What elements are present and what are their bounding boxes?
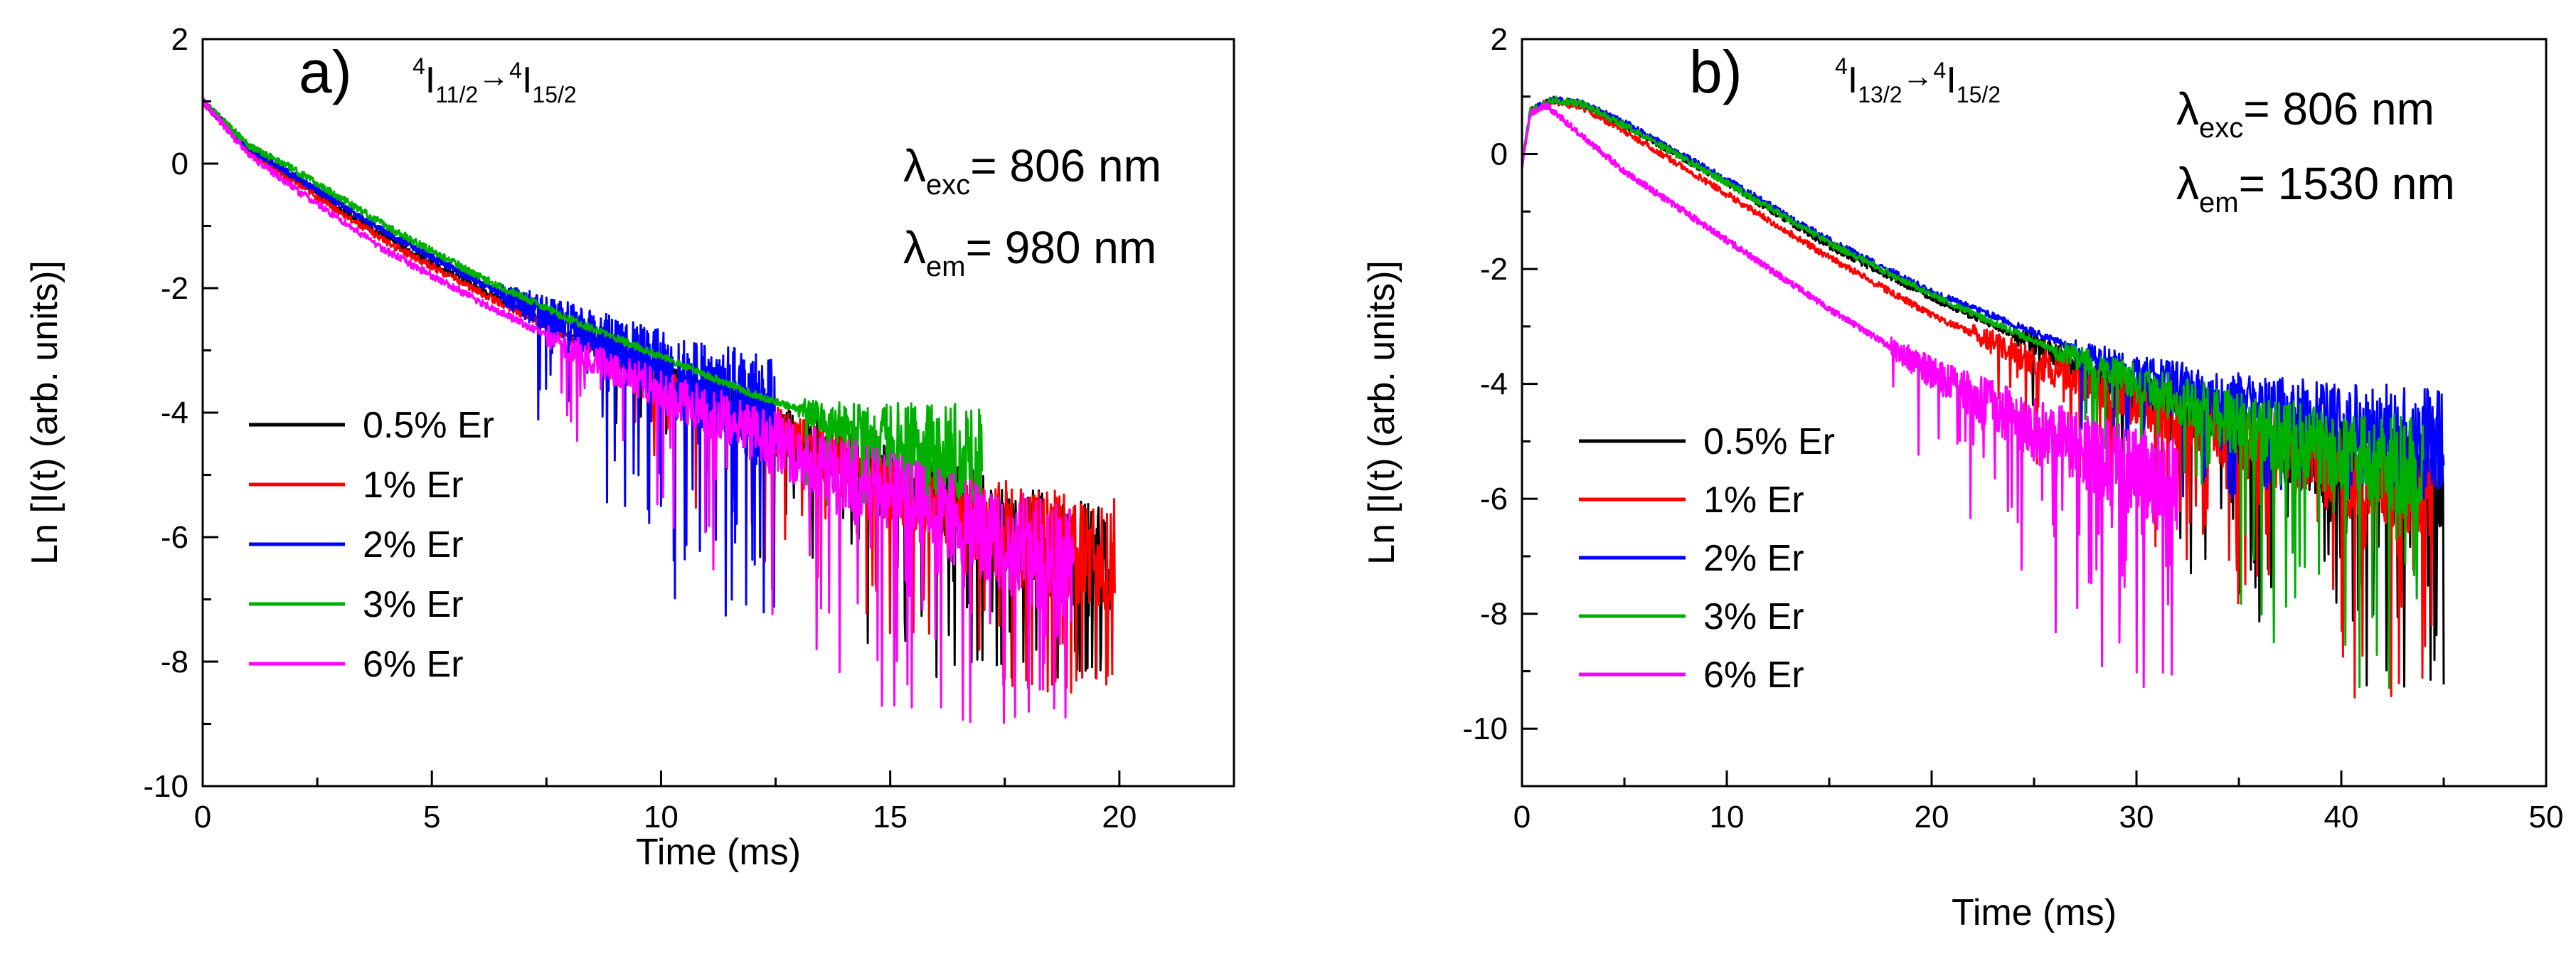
- transition-label: 4I11/2→4I15/2: [413, 53, 577, 107]
- lambda-value: = 1530 nm: [2239, 158, 2455, 209]
- series-line-3: [1522, 95, 2425, 689]
- legend: 0.5% Er 1% Er 2% Er 3% Er 6% Er: [249, 405, 494, 685]
- series-line-4: [1522, 102, 2179, 689]
- x-tick-label: 0: [1513, 800, 1531, 835]
- y-tick-label: 0: [171, 147, 188, 181]
- y-tick-label: -4: [1480, 367, 1508, 402]
- transition-arrow: →: [478, 59, 509, 94]
- lambda-value: = 806 nm: [2243, 83, 2434, 134]
- y-tick-label: -10: [1462, 711, 1508, 746]
- transition-sub: 13/2: [1858, 82, 1902, 107]
- y-tick-label: -2: [161, 271, 188, 306]
- transition-sub: 15/2: [532, 82, 576, 107]
- transition-sup: 4: [1835, 53, 1848, 79]
- transition-sup: 4: [1934, 58, 1947, 83]
- x-tick-label: 50: [2529, 800, 2564, 835]
- x-axis-title: Time (ms): [1952, 892, 2117, 933]
- x-tick-label: 0: [194, 800, 211, 835]
- series-line-2: [203, 99, 777, 617]
- x-tick-label: 20: [1915, 800, 1949, 835]
- legend-label-1: 1% Er: [1703, 480, 1804, 521]
- lambda-sub: em: [2199, 187, 2239, 218]
- y-tick-label: -2: [1480, 252, 1508, 287]
- wavelength-annotation: λexc= 806 nm: [2176, 83, 2434, 144]
- wavelength-annotation: λem= 1530 nm: [2176, 158, 2455, 218]
- panel-b-decay-chart: 0 10 20 30 40 50 -10 -8 -6 -4 -2 0 2 Time (ms) Ln [I(t…: [1361, 22, 2563, 933]
- legend: 0.5% Er 1% Er 2% Er 3% Er 6% Er: [1579, 421, 1835, 696]
- y-tick-label: 2: [171, 22, 188, 57]
- panel-label: a): [299, 38, 352, 105]
- legend-label-2: 2% Er: [1703, 538, 1804, 579]
- lambda-symbol: λ: [2176, 83, 2199, 134]
- legend-label-3: 3% Er: [363, 584, 464, 625]
- y-axis-title: Ln [I(t) (arb. units)]: [1361, 260, 1403, 565]
- legend-label-0: 0.5% Er: [1703, 421, 1835, 462]
- transition-sup: 4: [413, 53, 425, 79]
- lambda-symbol: λ: [903, 140, 926, 191]
- legend-label-1: 1% Er: [363, 465, 464, 506]
- transition-term: I: [1848, 60, 1858, 101]
- transition-sub: 11/2: [435, 82, 478, 107]
- legend-label-4: 6% Er: [1703, 655, 1804, 696]
- lambda-sub: em: [926, 251, 966, 282]
- y-axis-title: Ln [I(t) (arb. units)]: [24, 260, 65, 565]
- legend-label-3: 3% Er: [1703, 596, 1804, 637]
- plot-area: [203, 97, 1116, 724]
- y-tick-label: -4: [161, 396, 188, 430]
- y-tick-label: -8: [161, 645, 188, 679]
- legend-label-0: 0.5% Er: [363, 405, 494, 446]
- transition-term: I: [522, 60, 532, 101]
- y-tick-label: -6: [161, 520, 188, 555]
- legend-label-4: 6% Er: [363, 644, 464, 685]
- wavelength-annotation: λexc= 806 nm: [903, 140, 1161, 201]
- y-tick-label: -6: [1480, 482, 1508, 516]
- transition-arrow: →: [1902, 59, 1934, 94]
- x-tick-label: 40: [2324, 800, 2359, 835]
- transition-term: I: [425, 60, 435, 101]
- y-tick-label: -10: [143, 769, 188, 804]
- transition-label: 4I13/2→4I15/2: [1835, 53, 2001, 107]
- series-line-3: [203, 99, 984, 507]
- x-tick-label: 20: [1102, 800, 1137, 835]
- transition-sub: 15/2: [1957, 82, 2001, 107]
- legend-label-2: 2% Er: [363, 524, 464, 566]
- x-axis-title: Time (ms): [636, 832, 801, 873]
- lambda-value: = 980 nm: [966, 222, 1157, 273]
- y-tick-label: 2: [1491, 22, 1508, 57]
- x-tick-label: 5: [423, 800, 440, 835]
- panel-a-decay-chart: 0 5 10 15 20 -10 -8 -6 -4 -2 0 2 Time (ms) Ln [I(t) (…: [24, 22, 1235, 873]
- lambda-sub: exc: [2199, 112, 2243, 144]
- lambda-value: = 806 nm: [970, 140, 1161, 191]
- x-tick-label: 15: [873, 800, 908, 835]
- lambda-symbol: λ: [2176, 158, 2199, 209]
- x-tick-label: 30: [2119, 800, 2154, 835]
- wavelength-annotation: λem= 980 nm: [903, 222, 1156, 282]
- x-tick-label: 10: [1710, 800, 1745, 835]
- series-line-4: [203, 97, 1075, 724]
- lambda-sub: exc: [926, 169, 970, 201]
- panel-label: b): [1689, 38, 1742, 105]
- y-tick-label: -8: [1480, 597, 1508, 632]
- y-tick-label: 0: [1491, 137, 1508, 172]
- plot-area: [1522, 95, 2445, 699]
- transition-sup: 4: [509, 58, 522, 83]
- x-tick-label: 10: [644, 800, 678, 835]
- transition-term: I: [1946, 60, 1956, 101]
- lambda-symbol: λ: [903, 222, 926, 273]
